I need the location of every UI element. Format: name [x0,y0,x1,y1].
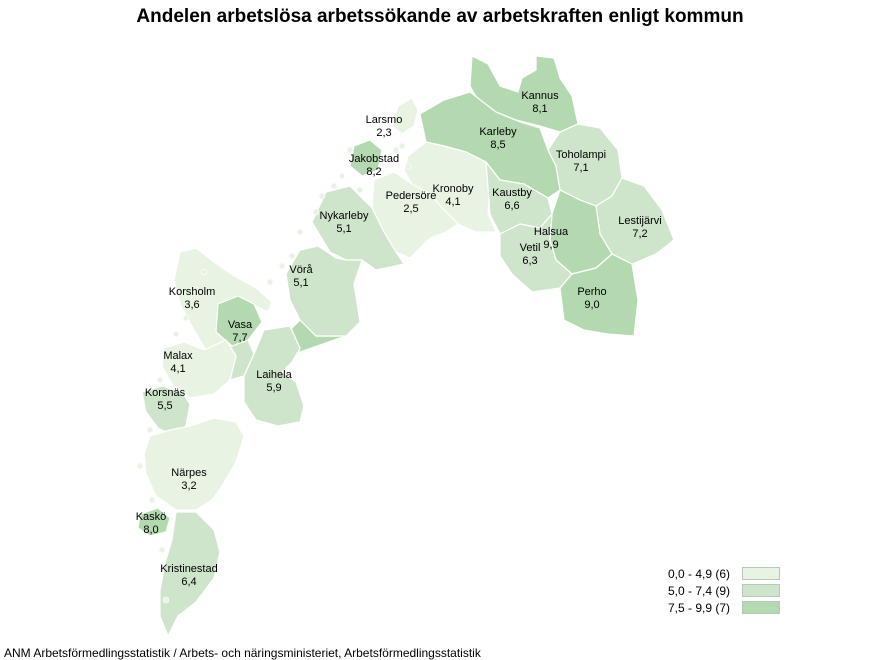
island-shape [392,146,400,154]
region-value-label: 4,1 [170,363,185,375]
region-name-label: Karleby [479,126,517,138]
island-shape [296,228,304,236]
region-malax[interactable] [161,339,237,399]
region-korsn-s[interactable] [141,385,191,437]
island-shape [146,426,154,434]
island-shape [136,462,144,470]
region-value-label: 7,7 [232,332,247,344]
region-value-label: 7,1 [573,162,588,174]
region-value-label: 7,2 [632,228,647,240]
island-shape [346,146,354,154]
region-name-label: Malax [163,350,193,362]
region-value-label: 5,1 [293,277,308,289]
region-value-label: 8,1 [532,103,547,115]
region-name-label: Kristinestad [160,563,217,575]
region-name-label: Kronoby [433,183,474,195]
region-name-label: Lestijärvi [618,215,661,227]
region-value-label: 9,9 [543,239,558,251]
legend-swatch [742,584,780,597]
region-value-label: 6,3 [522,255,537,267]
island-shape [312,208,320,216]
region-name-label: Vörå [289,264,313,276]
region-value-label: 4,1 [445,196,460,208]
region-value-label: 9,0 [584,299,599,311]
region-name-label: Vasa [228,319,253,331]
legend-swatch [742,601,780,614]
region-value-label: 5,9 [266,382,281,394]
island-shape [172,330,180,338]
region-name-label: Kaskö [136,511,167,523]
region-kask-[interactable] [137,507,171,537]
region-name-label: Korsnäs [145,387,186,399]
legend-item: 0,0 - 4,9 (6) [668,565,780,582]
region-name-label: Nykarleby [320,210,369,222]
region-value-label: 5,1 [336,223,351,235]
region-name-label: Toholampi [556,149,606,161]
region-value-label: 8,5 [490,139,505,151]
region-larsmo[interactable] [391,97,419,135]
region-value-label: 2,3 [376,127,391,139]
region-value-label: 6,6 [504,200,519,212]
island-shape [266,278,274,286]
legend-item: 7,5 - 9,9 (7) [668,599,780,616]
island-shape [398,142,406,150]
region-name-label: Kannus [521,90,559,102]
region-name-label: Laihela [256,369,292,381]
region-name-label: Halsua [534,226,569,238]
region-name-label: Perho [577,286,606,298]
island-shape [162,596,170,604]
map-title: Andelen arbetslösa arbetssökande av arbe… [136,6,744,27]
region-value-label: 6,4 [181,576,196,588]
island-shape [330,182,338,190]
legend-label: 5,0 - 7,4 (9) [668,583,731,598]
region-nykarleby[interactable] [311,185,405,271]
region-name-label: Kaustby [492,187,532,199]
legend: 0,0 - 4,9 (6) 5,0 - 7,4 (9) 7,5 - 9,9 (7… [668,565,780,616]
region-name-label: Jakobstad [349,153,399,165]
island-shape [148,496,156,504]
region-name-label: Pedersöre [386,190,437,202]
region-vasa[interactable] [215,295,263,347]
region-perho[interactable] [559,253,639,337]
island-shape [404,162,412,170]
region-name-label: Larsmo [366,114,403,126]
island-shape [182,314,190,322]
island-shape [156,376,164,384]
region-kristinestad[interactable] [159,511,221,637]
legend-item: 5,0 - 7,4 (9) [668,582,780,599]
region-n-rpes[interactable] [143,417,245,511]
island-shape [200,268,208,276]
island-shape [338,172,346,180]
island-shape [356,186,364,194]
island-shape [278,262,286,270]
island-shape [288,252,296,260]
source-note: ANM Arbetsförmedlingsstatistik / Arbets-… [4,646,481,660]
region-laihela[interactable] [243,325,305,427]
region-vetil[interactable] [499,213,573,293]
region-name-label: Närpes [171,467,207,479]
legend-label: 0,0 - 4,9 (6) [668,566,731,581]
region-name-label: Korsholm [169,286,215,298]
region-name-label: Vetil [520,242,541,254]
region-value-label: 2,5 [403,203,418,215]
region-value-label: 5,5 [157,400,172,412]
legend-swatch [742,567,780,580]
island-shape [158,546,166,554]
island-shape [192,286,200,294]
region-value-label: 3,2 [181,480,196,492]
region-value-label: 3,6 [184,299,199,311]
island-shape [318,192,326,200]
region-v-r-[interactable] [285,245,363,337]
region-value-label: 8,2 [366,166,381,178]
region-jakobstad[interactable] [349,139,383,177]
legend-label: 7,5 - 9,9 (7) [668,600,731,615]
region-value-label: 8,0 [143,524,158,536]
